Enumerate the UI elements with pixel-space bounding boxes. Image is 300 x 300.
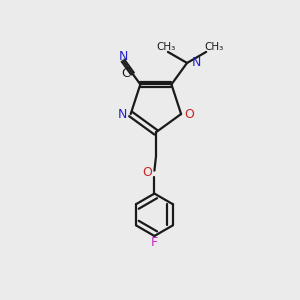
Text: N: N [191,56,201,70]
Text: CH₃: CH₃ [204,43,223,52]
Text: N: N [118,107,127,121]
Text: F: F [151,236,158,249]
Text: N: N [118,50,128,63]
Text: O: O [184,107,194,121]
Text: C: C [122,67,130,80]
Text: O: O [142,166,152,178]
Text: CH₃: CH₃ [157,42,176,52]
